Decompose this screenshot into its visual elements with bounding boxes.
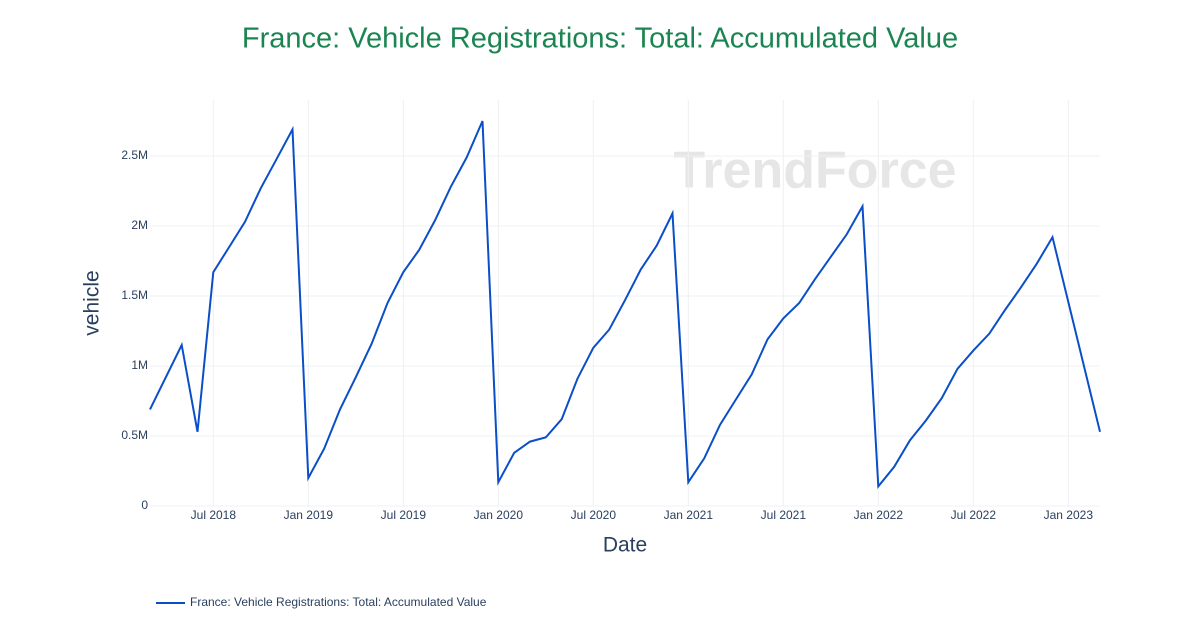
x-tick-label: Jan 2019 xyxy=(284,508,334,522)
y-tick-label: 2M xyxy=(131,218,148,232)
x-tick-label: Jul 2022 xyxy=(951,508,997,522)
chart-title: France: Vehicle Registrations: Total: Ac… xyxy=(242,23,958,55)
x-tick-label: Jul 2018 xyxy=(191,508,237,522)
y-tick-label: 0 xyxy=(141,498,148,512)
y-tick-label: 1.5M xyxy=(121,288,148,302)
y-axis-title: vehicle xyxy=(81,270,104,335)
x-axis-title: Date xyxy=(603,534,647,557)
y-tick-label: 1M xyxy=(131,358,148,372)
x-tick-label: Jan 2023 xyxy=(1044,508,1094,522)
y-tick-label: 2.5M xyxy=(121,148,148,162)
x-tick-label: Jul 2020 xyxy=(571,508,617,522)
x-tick-label: Jan 2021 xyxy=(664,508,714,522)
x-tick-label: Jan 2020 xyxy=(474,508,524,522)
x-tick-label: Jul 2021 xyxy=(761,508,807,522)
watermark: TrendForce xyxy=(673,142,956,200)
legend-label: France: Vehicle Registrations: Total: Ac… xyxy=(190,595,487,609)
x-tick-label: Jan 2022 xyxy=(854,508,904,522)
y-tick-label: 0.5M xyxy=(121,428,148,442)
x-tick-label: Jul 2019 xyxy=(381,508,427,522)
data-line xyxy=(149,120,1101,490)
